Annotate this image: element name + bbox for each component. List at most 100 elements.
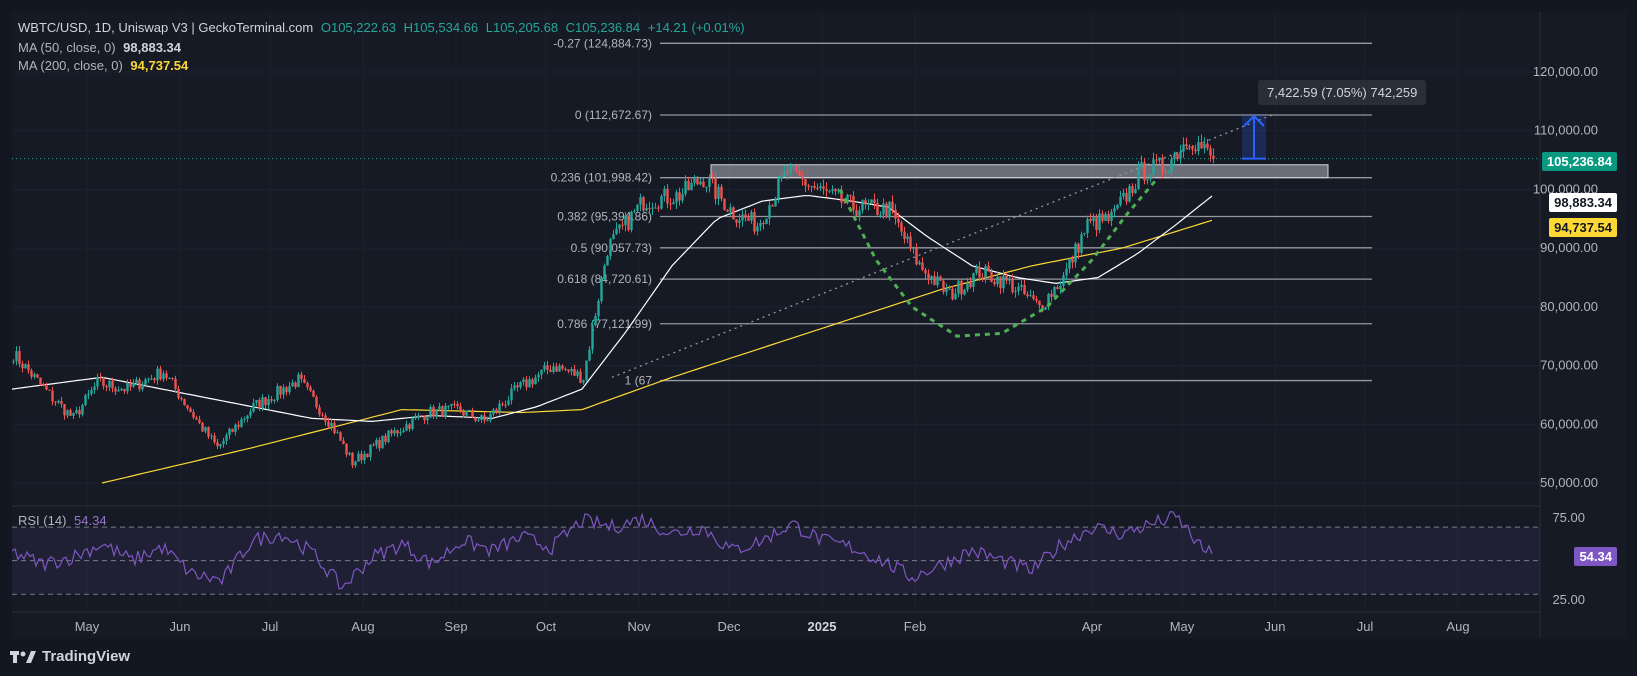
candle-body bbox=[564, 368, 567, 370]
trendline[interactable] bbox=[611, 114, 1273, 378]
candle-body bbox=[945, 289, 948, 293]
resistance-box[interactable] bbox=[710, 164, 1329, 179]
candle-body bbox=[123, 388, 126, 392]
candle-body bbox=[570, 368, 573, 372]
resistance-zone[interactable] bbox=[710, 164, 1329, 179]
candle-body bbox=[1035, 298, 1038, 301]
trendline-layer[interactable] bbox=[611, 114, 1273, 378]
candle-body bbox=[573, 368, 576, 376]
symbol-title[interactable]: WBTC/USD, 1D, Uniswap V3 | GeckoTerminal… bbox=[18, 20, 314, 35]
price-tick-label: 120,000.00 bbox=[1533, 64, 1598, 79]
candle-body bbox=[516, 385, 519, 388]
candle-body bbox=[813, 185, 816, 188]
candle-body bbox=[153, 378, 156, 381]
candle-body bbox=[1044, 307, 1047, 310]
candle-body bbox=[246, 415, 249, 419]
ma50-legend[interactable]: MA (50, close, 0) 98,883.34 bbox=[18, 40, 185, 55]
candle-body bbox=[960, 280, 963, 295]
candle-body bbox=[129, 383, 132, 387]
candle-body bbox=[195, 417, 198, 420]
pane-area bbox=[12, 12, 1627, 638]
candle-body bbox=[480, 415, 483, 420]
candle-body bbox=[498, 403, 501, 412]
candle-body bbox=[252, 402, 255, 412]
candle-body bbox=[1110, 211, 1113, 221]
candle-body bbox=[1032, 295, 1035, 299]
candle-body bbox=[585, 360, 588, 381]
candle-body bbox=[132, 382, 135, 387]
candle-body bbox=[18, 351, 21, 364]
candle-body bbox=[774, 198, 777, 207]
candle-body bbox=[561, 365, 564, 369]
candle-body bbox=[90, 390, 93, 394]
candle-body bbox=[171, 377, 174, 379]
time-tick-label: Nov bbox=[627, 619, 651, 634]
candle-body bbox=[384, 435, 387, 442]
price-tick-label: 70,000.00 bbox=[1540, 358, 1598, 373]
candle-body bbox=[186, 405, 189, 409]
candle-body bbox=[327, 421, 330, 427]
ma200-layer bbox=[101, 219, 1213, 484]
candle-body bbox=[1056, 287, 1059, 290]
candles-layer bbox=[12, 134, 1215, 469]
candle-body bbox=[837, 189, 840, 192]
candle-body bbox=[165, 373, 168, 379]
ma200-legend[interactable]: MA (200, close, 0) 94,737.54 bbox=[18, 58, 192, 73]
time-axis[interactable]: May Jun Jul Aug Sep Oct Nov Dec 2025 Feb Apr May Jun… bbox=[75, 619, 1470, 634]
candle-body bbox=[1047, 293, 1050, 308]
candle-body bbox=[963, 289, 966, 295]
candle-body bbox=[1143, 162, 1146, 181]
candle-body bbox=[798, 170, 801, 176]
candle-body bbox=[231, 428, 234, 432]
candle-body bbox=[861, 200, 864, 211]
candle-body bbox=[408, 424, 411, 429]
rsi-line bbox=[11, 511, 1213, 590]
candle-body bbox=[903, 231, 906, 239]
candle-body bbox=[267, 399, 270, 406]
ma200-price-label: 94,737.54 bbox=[1549, 218, 1617, 237]
candle-body bbox=[825, 188, 828, 192]
candle-body bbox=[891, 201, 894, 210]
candle-body bbox=[369, 444, 372, 458]
candle-body bbox=[264, 397, 267, 406]
candle-body bbox=[732, 207, 735, 220]
candle-body bbox=[351, 452, 354, 466]
candle-body bbox=[534, 377, 537, 385]
candle-body bbox=[990, 271, 993, 283]
candle-body bbox=[879, 214, 882, 216]
candle-body bbox=[600, 277, 603, 302]
candle-body bbox=[726, 209, 729, 212]
candle-body bbox=[144, 379, 147, 385]
candle-body bbox=[447, 405, 450, 407]
measure-arrowhead bbox=[1243, 114, 1265, 127]
candle-body bbox=[633, 210, 636, 212]
candle-body bbox=[423, 416, 426, 421]
tradingview-logo[interactable]: TradingView bbox=[10, 648, 130, 665]
candle-body bbox=[93, 386, 96, 391]
measure-tool[interactable] bbox=[1242, 114, 1266, 160]
candle-body bbox=[693, 178, 696, 183]
candle-body bbox=[1182, 144, 1185, 152]
candle-body bbox=[843, 202, 846, 204]
candle-body bbox=[870, 199, 873, 204]
candle-body bbox=[1107, 213, 1110, 221]
candle-body bbox=[183, 399, 186, 406]
candle-body bbox=[768, 205, 771, 219]
candle-body bbox=[1101, 213, 1104, 221]
candle-body bbox=[459, 406, 462, 412]
measure-tooltip: 7,422.59 (7.05%) 742,259 bbox=[1258, 80, 1427, 105]
candle-body bbox=[525, 379, 528, 388]
candle-body bbox=[1152, 159, 1155, 175]
candle-body bbox=[441, 406, 444, 417]
candle-body bbox=[75, 410, 78, 414]
candle-body bbox=[120, 388, 123, 391]
candle-body bbox=[546, 365, 549, 370]
candle-body bbox=[243, 418, 246, 420]
rsi-legend[interactable]: RSI (14) 54.34 bbox=[18, 513, 111, 528]
fib-level-label: 0.786 (77,121.99) bbox=[557, 317, 652, 331]
candle-body bbox=[255, 399, 258, 403]
candle-body bbox=[426, 417, 429, 421]
symbol-legend[interactable]: WBTC/USD, 1D, Uniswap V3 | GeckoTerminal… bbox=[18, 20, 749, 35]
price-axis[interactable]: 120,000.00 110,000.00 100,000.00 90,000.00 8… bbox=[1533, 64, 1598, 490]
